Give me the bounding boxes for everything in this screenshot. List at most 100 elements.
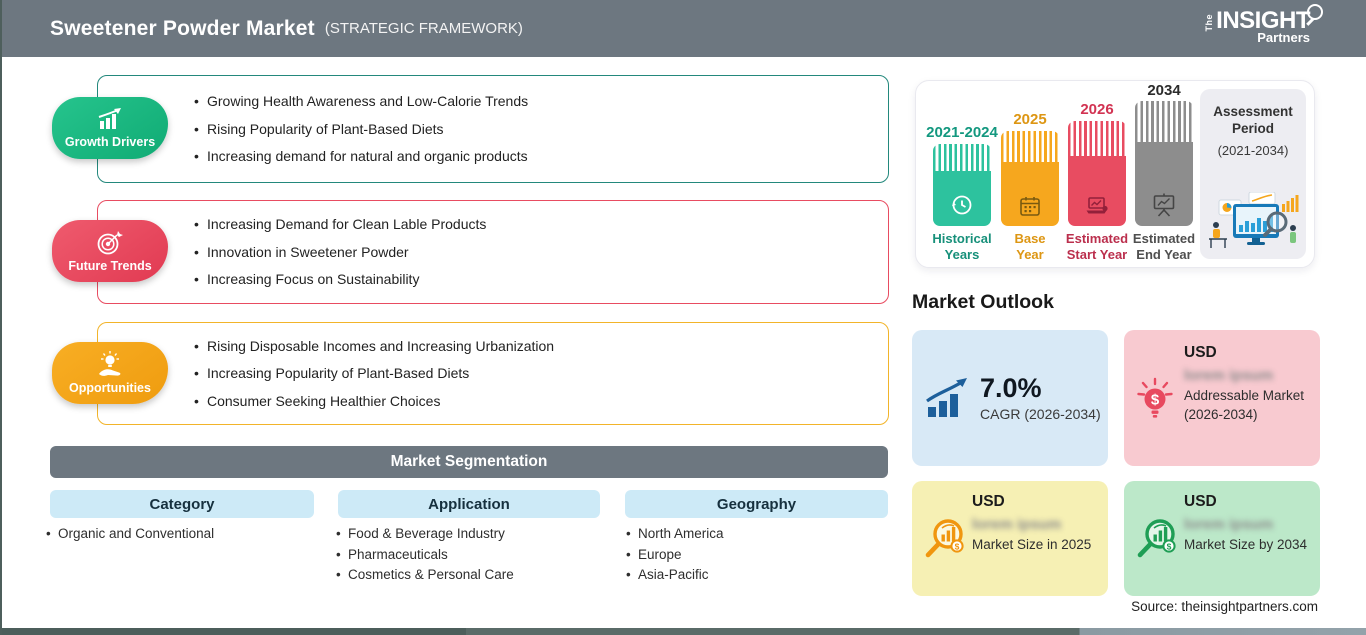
timeline-year: 2026	[1080, 101, 1114, 118]
svg-text:$: $	[1151, 392, 1160, 409]
market-segmentation-header: Market Segmentation	[50, 446, 888, 478]
card-label: Market Size by 2034	[1184, 537, 1308, 552]
growth-drivers-box: Growing Health Awareness and Low-Calorie…	[97, 75, 889, 183]
logo-partners: Partners	[1257, 30, 1310, 45]
list-item: Cosmetics & Personal Care	[336, 565, 514, 586]
list-item: Growing Health Awareness and Low-Calorie…	[194, 88, 528, 116]
assessment-period-title: Assessment Period	[1213, 104, 1293, 136]
magnifier-chart-icon: $	[925, 518, 964, 557]
list-item: Increasing Focus on Sustainability	[194, 266, 486, 294]
list-item: North America	[626, 524, 724, 545]
list-item: Increasing Demand for Clean Lable Produc…	[194, 211, 486, 239]
bar-solid	[933, 171, 991, 226]
page-title: Sweetener Powder Market	[50, 16, 315, 40]
list-item: Rising Popularity of Plant-Based Diets	[194, 115, 528, 143]
hand-lightbulb-icon	[99, 351, 121, 376]
logo-insight: INSIGHT	[1216, 7, 1310, 34]
magnifier-icon	[1307, 4, 1323, 20]
growth-drivers-list: Growing Health Awareness and Low-Calorie…	[194, 88, 528, 171]
svg-text:$: $	[1167, 541, 1172, 551]
cagr-text: 7.0% CAGR (2026-2034)	[980, 373, 1101, 423]
timeline-year: 2021-2024	[926, 124, 998, 141]
timeline-card: 2021-2024 2025 2026 2034	[915, 80, 1315, 268]
column-header: Geography	[716, 495, 797, 513]
opportunities-badge: Opportunities	[52, 342, 168, 404]
list-item: Innovation in Sweetener Powder	[194, 238, 486, 266]
list-item: Asia-Pacific	[626, 565, 724, 586]
future-trends-list: Increasing Demand for Clean Lable Produc…	[194, 211, 486, 294]
card-text: USD lorem ipsum Market Size in 2025	[972, 493, 1096, 555]
list-item: Pharmaceuticals	[336, 545, 514, 566]
bar-stripes	[933, 144, 991, 172]
logo-top-row: The INSIGHT	[1204, 4, 1323, 34]
presentation-chart-icon	[1153, 193, 1175, 217]
timeline-bar-label: Estimated End Year	[1132, 231, 1196, 262]
bar-stripes	[1068, 121, 1126, 156]
logo-the: The	[1204, 14, 1215, 32]
list-item: Consumer Seeking Healthier Choices	[194, 387, 554, 415]
bar-solid	[1068, 155, 1126, 226]
blurred-value: lorem ipsum	[1184, 516, 1274, 533]
bottom-edge-bar	[2, 628, 1366, 635]
market-size-2034-card: $ USD lorem ipsum Market Size by 2034	[1124, 481, 1320, 596]
application-items: Food & Beverage Industry Pharmaceuticals…	[336, 524, 514, 586]
currency-label: USD	[1184, 493, 1217, 510]
badge-label: Future Trends	[68, 258, 152, 273]
badge-label: Opportunities	[69, 381, 151, 395]
assessment-period-panel: Assessment Period (2021-2034)	[1200, 89, 1306, 259]
list-item: Rising Disposable Incomes and Increasing…	[194, 332, 554, 360]
header-bar: Sweetener Powder Market (STRATEGIC FRAME…	[2, 0, 1366, 57]
growth-chart-icon	[98, 107, 121, 129]
target-dart-icon	[97, 230, 123, 254]
bar-solid	[1135, 142, 1193, 226]
addressable-market-card: $ USD lorem ipsum Addressable Market (20…	[1124, 330, 1320, 466]
timeline-bar-start	[1068, 121, 1126, 226]
column-header: Application	[428, 495, 510, 513]
segment-column-geography: Geography	[625, 490, 888, 518]
segment-column-application: Application	[338, 490, 600, 518]
analytics-illustration	[1209, 192, 1299, 248]
list-item: Organic and Conventional	[46, 524, 214, 545]
timeline-year: 2034	[1147, 82, 1181, 99]
market-outlook-title: Market Outlook	[912, 291, 1054, 313]
card-text: USD lorem ipsum Addressable Market (2026…	[1184, 344, 1308, 424]
source-attribution: Source: theinsightpartners.com	[1131, 599, 1318, 614]
card-label: Market Size in 2025	[972, 537, 1092, 552]
timeline-bar-label: Base Year	[1014, 231, 1046, 262]
svg-text:$: $	[955, 541, 960, 551]
list-item: Europe	[626, 545, 724, 566]
timeline-bar-end	[1135, 101, 1193, 226]
timeline-bar-base	[1001, 131, 1059, 226]
timeline-bar-label: Estimated Start Year	[1065, 231, 1129, 262]
growth-drivers-badge: Growth Drivers	[52, 97, 168, 159]
growth-bars-arrow-icon	[926, 378, 967, 417]
list-item: Increasing Popularity of Plant-Based Die…	[194, 360, 554, 388]
future-trends-badge: Future Trends	[52, 220, 168, 282]
list-item: Increasing demand for natural and organi…	[194, 143, 528, 171]
cagr-card: 7.0% CAGR (2026-2034)	[912, 330, 1108, 466]
timeline-bar-label: Historical Years	[932, 231, 992, 262]
blurred-value: lorem ipsum	[972, 516, 1062, 533]
blurred-value: lorem ipsum	[1184, 367, 1274, 384]
bar-stripes	[1001, 131, 1059, 163]
opportunities-box: Rising Disposable Incomes and Increasing…	[97, 322, 889, 425]
card-text: USD lorem ipsum Market Size by 2034	[1184, 493, 1308, 555]
calendar-icon	[1020, 196, 1040, 216]
geography-items: North America Europe Asia-Pacific	[626, 524, 724, 586]
magnifier-chart-icon: $	[1137, 518, 1176, 557]
page-subtitle: (STRATEGIC FRAMEWORK)	[324, 20, 523, 37]
market-size-2025-card: $ USD lorem ipsum Market Size in 2025	[912, 481, 1108, 596]
list-item: Food & Beverage Industry	[336, 524, 514, 545]
segmentation-title: Market Segmentation	[390, 453, 548, 470]
cagr-label: CAGR (2026-2034)	[980, 406, 1101, 422]
cagr-value: 7.0%	[980, 373, 1042, 403]
currency-label: USD	[972, 493, 1005, 510]
assessment-period-range: (2021-2034)	[1217, 143, 1289, 158]
card-label: Addressable Market (2026-2034)	[1184, 388, 1305, 422]
timeline-bar-historical	[933, 144, 991, 226]
currency-label: USD	[1184, 344, 1217, 361]
timeline-year: 2025	[1013, 111, 1047, 128]
lightbulb-dollar-icon: $	[1137, 377, 1173, 418]
bar-solid	[1001, 162, 1059, 226]
